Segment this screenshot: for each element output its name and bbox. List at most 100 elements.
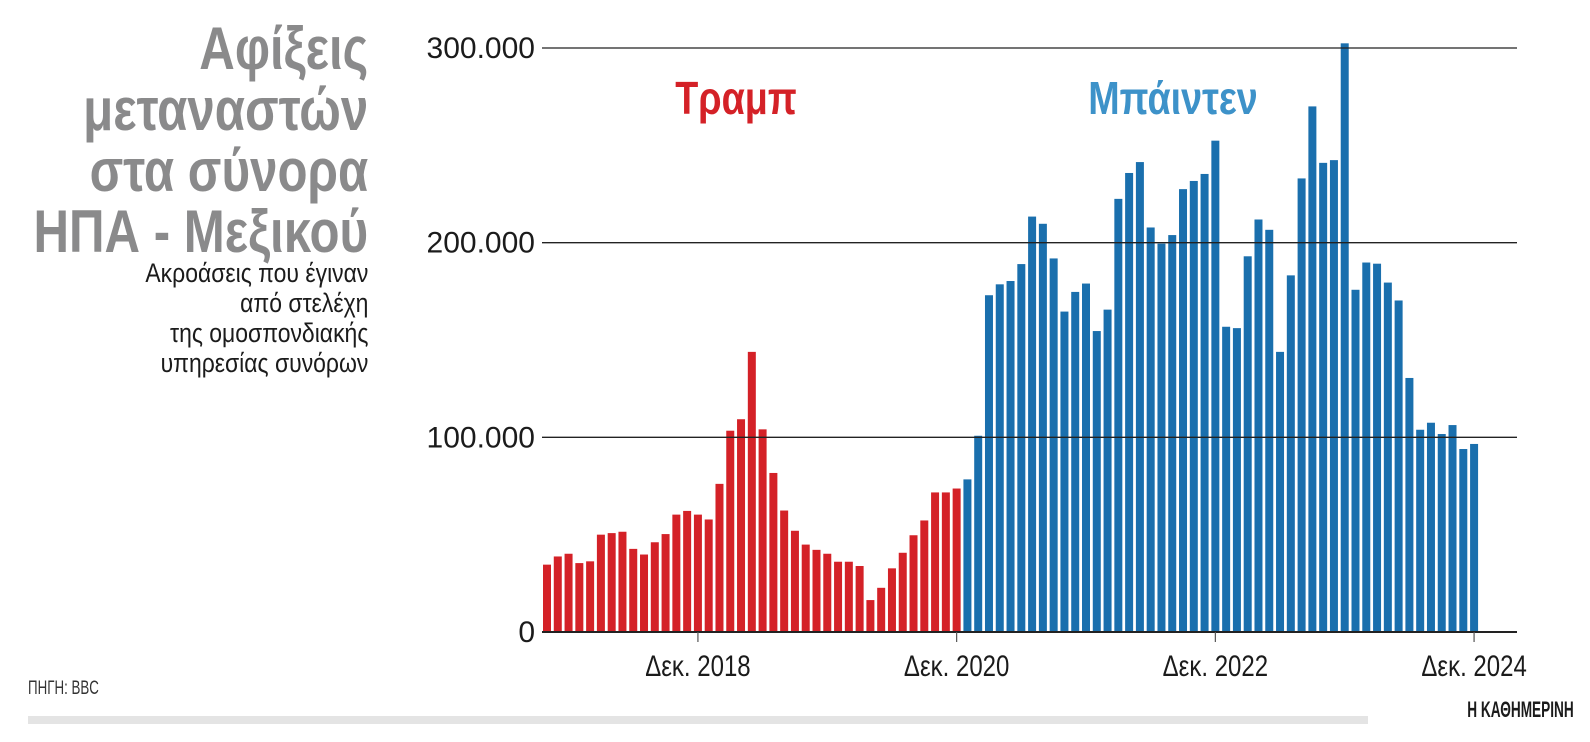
x-tick-label: Δεκ. 2022 bbox=[1163, 648, 1268, 682]
bar bbox=[931, 492, 940, 632]
bar bbox=[1060, 311, 1069, 632]
series-label-biden: Μπάιντεν bbox=[1088, 72, 1258, 123]
bar bbox=[909, 535, 918, 632]
bar bbox=[898, 552, 907, 632]
bar bbox=[726, 430, 735, 632]
bar bbox=[1297, 178, 1306, 632]
subtitle-line: υπηρεσίας συνόρων bbox=[160, 348, 368, 378]
bar bbox=[1006, 281, 1015, 632]
bar bbox=[1286, 275, 1295, 632]
bar bbox=[844, 561, 853, 632]
bar bbox=[683, 510, 692, 632]
chart-subtitle: Ακροάσεις που έγιναν από στελέχη της ομο… bbox=[145, 258, 368, 378]
subtitle-line: από στελέχη bbox=[239, 288, 368, 318]
y-tick-label: 100.000 bbox=[427, 421, 535, 454]
bar bbox=[1254, 219, 1263, 632]
bar bbox=[672, 514, 681, 632]
bar bbox=[1135, 162, 1144, 633]
bar bbox=[1028, 216, 1037, 632]
bar bbox=[661, 534, 670, 632]
bar bbox=[1038, 223, 1047, 632]
bar bbox=[704, 519, 713, 632]
bar bbox=[780, 510, 789, 632]
bar bbox=[575, 563, 584, 632]
bar bbox=[1146, 227, 1155, 632]
bar bbox=[553, 556, 562, 632]
bar bbox=[855, 566, 864, 632]
subtitle-line: Ακροάσεις που έγιναν bbox=[144, 258, 368, 288]
bar bbox=[887, 568, 896, 632]
bar bbox=[834, 561, 843, 632]
bar bbox=[1362, 262, 1371, 632]
bar bbox=[1071, 291, 1080, 632]
bar bbox=[1329, 160, 1338, 633]
title-line: ΗΠΑ - Μεξικού bbox=[33, 198, 368, 265]
y-tick-label: 0 bbox=[518, 616, 535, 649]
bar bbox=[1308, 106, 1317, 632]
bar bbox=[715, 483, 724, 632]
bar bbox=[1437, 434, 1446, 632]
bar bbox=[1319, 162, 1328, 632]
bar bbox=[769, 472, 778, 632]
bar bbox=[618, 531, 627, 632]
bar bbox=[801, 544, 810, 632]
bar bbox=[1383, 282, 1392, 632]
title-line: μεταναστών bbox=[82, 76, 368, 143]
bar bbox=[974, 435, 983, 632]
bar bbox=[920, 520, 929, 632]
bar bbox=[737, 419, 746, 632]
bar bbox=[1459, 449, 1468, 632]
x-tick-label: Δεκ. 2020 bbox=[904, 648, 1009, 682]
bar bbox=[1448, 425, 1457, 632]
title-line: στα σύνορα bbox=[89, 137, 369, 204]
bar bbox=[1092, 331, 1101, 632]
bar bbox=[1265, 229, 1274, 632]
bar bbox=[1017, 264, 1026, 632]
bar bbox=[952, 488, 961, 632]
bar bbox=[607, 533, 616, 632]
bar bbox=[629, 548, 638, 632]
bar bbox=[1232, 328, 1241, 632]
y-tick-label: 300.000 bbox=[427, 32, 535, 65]
bar bbox=[963, 479, 972, 632]
bar bbox=[586, 561, 595, 632]
bar bbox=[1168, 235, 1177, 633]
bar bbox=[941, 492, 950, 632]
bar bbox=[1222, 326, 1231, 632]
bar bbox=[1416, 429, 1425, 632]
y-tick-label: 200.000 bbox=[427, 227, 535, 260]
bar bbox=[1276, 351, 1285, 632]
bar bbox=[1470, 443, 1479, 632]
bar bbox=[1351, 289, 1360, 632]
bar bbox=[1211, 140, 1220, 633]
x-tick-label: Δεκ. 2024 bbox=[1421, 648, 1526, 682]
chart-title: Αφίξεις μεταναστών στα σύνορα ΗΠΑ - Μεξι… bbox=[33, 18, 368, 262]
bar bbox=[1405, 377, 1414, 632]
bar bbox=[812, 549, 821, 632]
bar bbox=[1179, 189, 1188, 632]
x-tick-label: Δεκ. 2018 bbox=[645, 648, 750, 682]
bar bbox=[1049, 258, 1058, 632]
bar bbox=[984, 295, 993, 632]
bar bbox=[790, 530, 799, 632]
bar bbox=[823, 553, 832, 632]
bar bbox=[1373, 263, 1382, 632]
bar bbox=[995, 284, 1004, 632]
bar bbox=[758, 429, 767, 632]
subtitle-line: της ομοσπονδιακής bbox=[169, 318, 368, 348]
bar bbox=[564, 553, 573, 632]
bar bbox=[1189, 180, 1198, 632]
series-label-trump: Τραμπ bbox=[675, 72, 796, 123]
bar bbox=[1243, 256, 1252, 632]
bar bbox=[693, 514, 702, 632]
bar bbox=[1394, 300, 1403, 632]
bar bbox=[1200, 173, 1209, 632]
publisher-logo: Η ΚΑΘΗΜΕΡΙΝΗ bbox=[1467, 697, 1574, 722]
footer-divider bbox=[28, 716, 1368, 724]
bar bbox=[543, 564, 551, 632]
bar bbox=[1114, 198, 1123, 632]
bar bbox=[1082, 283, 1090, 632]
bar bbox=[866, 600, 875, 632]
bar bbox=[747, 351, 756, 632]
bar bbox=[650, 542, 659, 632]
